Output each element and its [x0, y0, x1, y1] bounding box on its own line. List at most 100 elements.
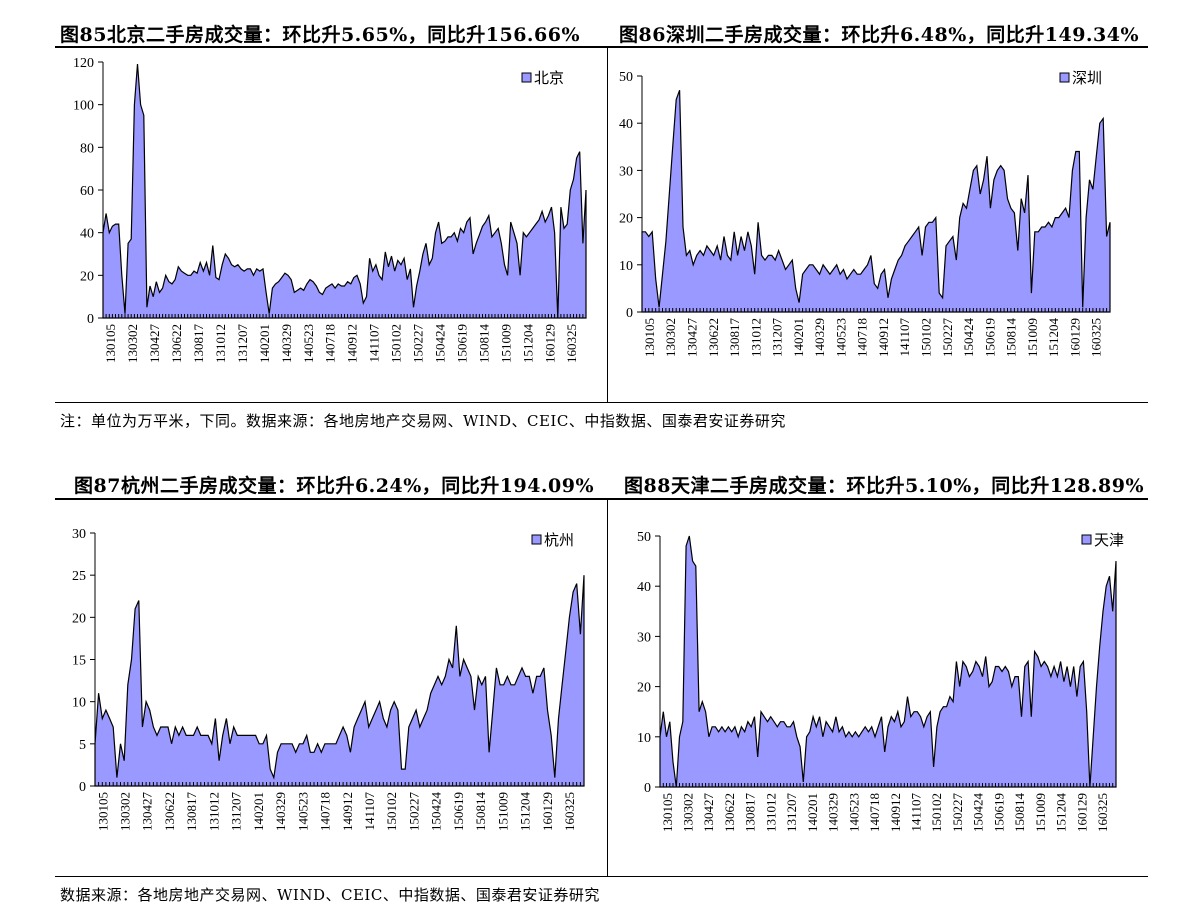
shenzhen-x-tick-label: 151009 — [1025, 318, 1040, 357]
hangzhou-legend-swatch — [531, 534, 542, 545]
hangzhou-x-tick-label: 140718 — [318, 792, 333, 831]
tianjin-y-tick-label: 50 — [637, 530, 651, 545]
beijing-area-chart: 0 20 40 60 80 100 120 130105 130302 130427 130622 1… — [73, 56, 587, 363]
beijing-y-tick-label: 100 — [73, 99, 94, 114]
shenzhen-area-series — [641, 89, 1111, 313]
hangzhou-y-tick-label: 5 — [79, 738, 86, 753]
beijing-x-tick-label: 130302 — [125, 324, 140, 363]
shenzhen-x-tick-label: 150814 — [1004, 318, 1019, 358]
shenzhen-y-tick-label: 40 — [619, 117, 633, 132]
beijing-y-tick-label: 0 — [87, 312, 94, 327]
shenzhen-x-tick-label: 131207 — [770, 318, 785, 358]
shenzhen-x-tick-label: 130427 — [685, 318, 700, 358]
shenzhen-x-tick-label: 140329 — [812, 318, 827, 357]
shenzhen-y-tick-label: 10 — [619, 259, 633, 274]
hangzhou-x-tick-label: 131012 — [206, 792, 221, 831]
hangzhou-x-tick-label: 140523 — [295, 792, 310, 831]
tianjin-x-tick-label: 160129 — [1074, 793, 1089, 832]
figure-86-title: 图86深圳二手房成交量：环比升6.48%，同比升149.34% — [619, 24, 1140, 46]
shenzhen-x-tick-label: 160325 — [1089, 318, 1104, 357]
tianjin-x-tick-label: 130105 — [660, 793, 675, 832]
beijing-x-tick-label: 150102 — [389, 324, 404, 363]
tianjin-x-tick-label: 150424 — [971, 793, 986, 833]
hangzhou-x-tick-label: 150227 — [407, 792, 422, 832]
tianjin-legend-swatch — [1081, 534, 1092, 545]
mid-rule-1 — [55, 402, 1148, 403]
beijing-x-tick-label: 151204 — [520, 323, 535, 363]
hangzhou-area-chart: 0 5 10 15 20 25 30 130105 130302 130427 130622 1308… — [72, 527, 585, 832]
shenzhen-x-tick-label: 140523 — [833, 318, 848, 357]
shenzhen-x-tick-label: 130622 — [706, 318, 721, 357]
hangzhou-x-tick-label: 160129 — [540, 792, 555, 831]
hangzhou-legend-label: 杭州 — [544, 532, 574, 549]
hangzhou-x-tick-label: 150814 — [473, 791, 488, 831]
tianjin-x-minor-ticks — [659, 783, 1117, 787]
shenzhen-x-tick-label: 150227 — [940, 318, 955, 358]
beijing-x-tick-label: 131012 — [213, 324, 228, 363]
hangzhou-y-tick-label: 25 — [72, 569, 86, 584]
beijing-x-tick-label: 130817 — [191, 323, 206, 363]
hangzhou-x-tick-label: 130105 — [95, 792, 110, 831]
shenzhen-x-tick-label: 130817 — [727, 317, 742, 357]
shenzhen-area-chart: 0 10 20 30 40 50 130105 130302 130427 130622 13081… — [619, 70, 1111, 358]
beijing-x-tick-label: 130622 — [169, 324, 184, 363]
beijing-y-tick-label: 120 — [73, 56, 94, 71]
shenzhen-x-tick-label: 150102 — [919, 318, 934, 357]
tianjin-x-tick-label: 140718 — [867, 793, 882, 832]
tianjin-legend-label: 天津 — [1094, 532, 1124, 549]
tianjin-y-tick-label: 10 — [637, 731, 651, 746]
tianjin-x-tick-label: 151204 — [1054, 793, 1069, 833]
shenzhen-x-minor-ticks — [641, 308, 1111, 312]
shenzhen-legend-swatch — [1059, 72, 1070, 83]
tianjin-x-tick-label: 140523 — [846, 793, 861, 832]
shenzhen-y-tick-label: 0 — [626, 306, 633, 321]
tianjin-y-tick-label: 30 — [637, 630, 651, 645]
beijing-legend-label: 北京 — [534, 70, 564, 87]
tianjin-x-tick-label: 141107 — [909, 793, 924, 832]
beijing-x-tick-label: 140912 — [345, 324, 360, 363]
beijing-x-tick-label: 160129 — [542, 324, 557, 363]
tianjin-x-tick-label: 131012 — [763, 793, 778, 832]
beijing-y-tick-label: 20 — [80, 269, 94, 284]
hangzhou-x-tick-label: 130622 — [162, 792, 177, 831]
source-note-top: 注：单位为万平米，下同。数据来源：各地房地产交易网、WIND、CEIC、中指数据… — [60, 412, 786, 430]
hangzhou-y-tick-label: 30 — [72, 527, 86, 542]
beijing-x-tick-label: 150227 — [411, 323, 426, 363]
hangzhou-y-tick-label: 15 — [72, 654, 86, 669]
top-rule — [55, 46, 1148, 48]
beijing-x-tick-label: 131207 — [235, 323, 250, 363]
bottom-rule — [55, 876, 1148, 877]
tianjin-area-series — [659, 535, 1117, 788]
tianjin-y-tick-label: 20 — [637, 681, 651, 696]
shenzhen-x-tick-label: 130105 — [642, 318, 657, 357]
shenzhen-x-tick-label: 140718 — [855, 318, 870, 357]
tianjin-x-tick-label: 130622 — [722, 793, 737, 832]
tianjin-x-tick-label: 140201 — [805, 793, 820, 832]
beijing-x-tick-label: 150619 — [455, 324, 470, 363]
hangzhou-x-tick-label: 130302 — [118, 792, 133, 831]
beijing-x-minor-ticks — [102, 314, 587, 318]
hangzhou-y-tick-label: 0 — [79, 780, 86, 795]
shenzhen-x-tick-label: 151204 — [1046, 317, 1061, 357]
hangzhou-x-tick-label: 130817 — [184, 792, 199, 832]
shenzhen-x-tick-label: 130302 — [663, 318, 678, 357]
shenzhen-x-tick-label: 160129 — [1067, 318, 1082, 357]
beijing-x-tick-label: 141107 — [367, 323, 382, 362]
top-divider — [607, 48, 608, 402]
beijing-area-series — [102, 64, 587, 319]
hangzhou-x-tick-label: 151009 — [495, 792, 510, 831]
hangzhou-x-tick-label: 151204 — [518, 792, 533, 832]
tianjin-x-tick-label: 130427 — [701, 792, 716, 832]
beijing-y-tick-label: 60 — [80, 184, 94, 199]
tianjin-x-tick-label: 140912 — [888, 793, 903, 832]
shenzhen-y-tick-label: 50 — [619, 70, 633, 85]
source-note-bottom: 数据来源：各地房地产交易网、WIND、CEIC、中指数据、国泰君安证券研究 — [60, 886, 600, 904]
shenzhen-y-tick-label: 30 — [619, 164, 633, 179]
hangzhou-y-tick-label: 10 — [72, 696, 86, 711]
shenzhen-x-tick-label: 140201 — [791, 318, 806, 357]
shenzhen-x-tick-label: 150424 — [961, 317, 976, 357]
hangzhou-x-minor-ticks — [94, 782, 585, 786]
figure-88-title: 图88天津二手房成交量：环比升5.10%，同比升128.89% — [624, 475, 1145, 497]
tianjin-x-tick-label: 150227 — [950, 792, 965, 832]
beijing-legend-swatch — [521, 72, 532, 83]
